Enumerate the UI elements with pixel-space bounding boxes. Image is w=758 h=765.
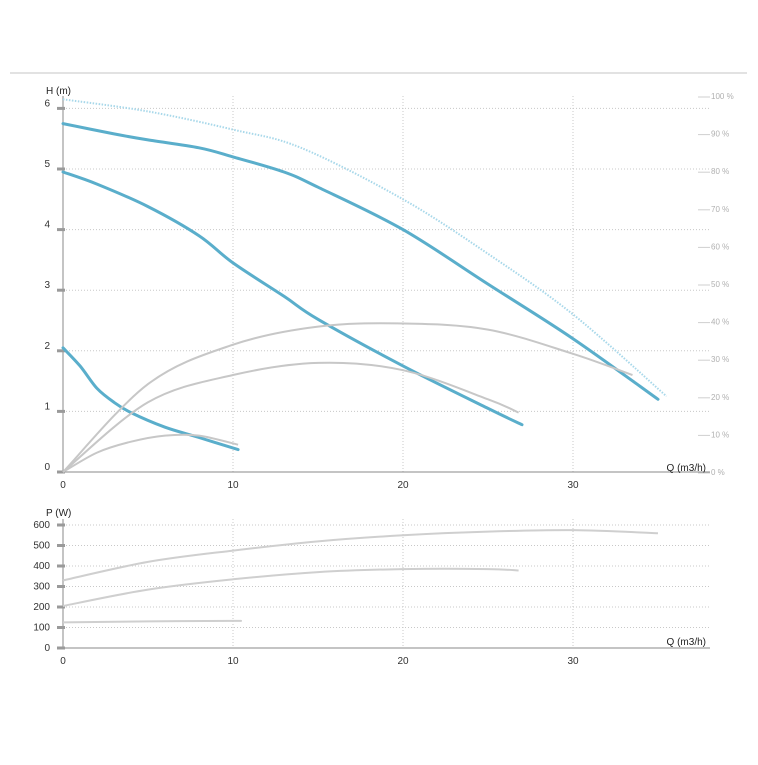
power-y-tick-label-3: 300 (33, 582, 50, 593)
efficiency-curve-4 (62, 322, 633, 473)
head-y-tick-label-6: 6 (44, 98, 50, 109)
power-x-tick-label-1: 10 (227, 656, 239, 667)
eff-tick-label-0: 0 % (711, 468, 725, 477)
eff-tick-label-5: 50 % (711, 280, 729, 289)
head-y-tick-label-3: 3 (44, 280, 50, 291)
eff-tick-label-2: 20 % (711, 393, 729, 402)
power-x-tick-label-0: 0 (60, 656, 66, 667)
power-curve-0 (62, 529, 659, 582)
top-divider (10, 72, 747, 74)
head-y-tick-label-1: 1 (44, 401, 50, 412)
eff-tick-label-9: 90 % (711, 130, 729, 139)
efficiency-curve-5 (62, 361, 520, 473)
eff-tick-label-7: 70 % (711, 205, 729, 214)
eff-tick-label-6: 60 % (711, 242, 729, 251)
power-curve-2 (62, 619, 242, 624)
head-y-axis-title: H (m) (46, 86, 71, 97)
head-x-tick-label-3: 30 (567, 480, 579, 491)
power-y-tick-label-0: 0 (44, 643, 50, 654)
head-curve-0 (61, 122, 660, 401)
efficiency-curve-6 (62, 433, 239, 473)
power-y-tick-label-6: 600 (33, 520, 50, 531)
eff-tick-label-8: 80 % (711, 167, 729, 176)
max-head-curve-3 (62, 98, 668, 398)
power-x-axis-title: Q (m3/h) (667, 637, 706, 648)
power-x-tick-label-2: 20 (397, 656, 409, 667)
head-y-tick-label-4: 4 (44, 220, 50, 231)
head-y-tick-label-0: 0 (44, 462, 50, 473)
eff-tick-label-3: 30 % (711, 355, 729, 364)
head-x-tick-label-2: 20 (397, 480, 409, 491)
power-y-tick-label-5: 500 (33, 541, 50, 552)
head-y-tick-label-5: 5 (44, 159, 50, 170)
power-y-tick-label-4: 400 (33, 561, 50, 572)
head-curve-2 (61, 346, 240, 452)
power-x-tick-label-3: 30 (567, 656, 579, 667)
power-y-tick-label-2: 200 (33, 602, 50, 613)
power-y-tick-label-1: 100 (33, 623, 50, 634)
head-x-axis-title: Q (m3/h) (667, 463, 706, 474)
head-x-tick-label-1: 10 (227, 480, 239, 491)
head-x-tick-label-0: 0 (60, 480, 66, 491)
power-y-axis-title: P (W) (46, 508, 71, 519)
head-y-tick-label-2: 2 (44, 341, 50, 352)
eff-tick-label-4: 40 % (711, 318, 729, 327)
eff-tick-label-1: 10 % (711, 430, 729, 439)
power-curve-1 (62, 567, 519, 607)
head-curve-1 (61, 170, 524, 427)
eff-tick-label-10: 100 % (711, 92, 734, 101)
